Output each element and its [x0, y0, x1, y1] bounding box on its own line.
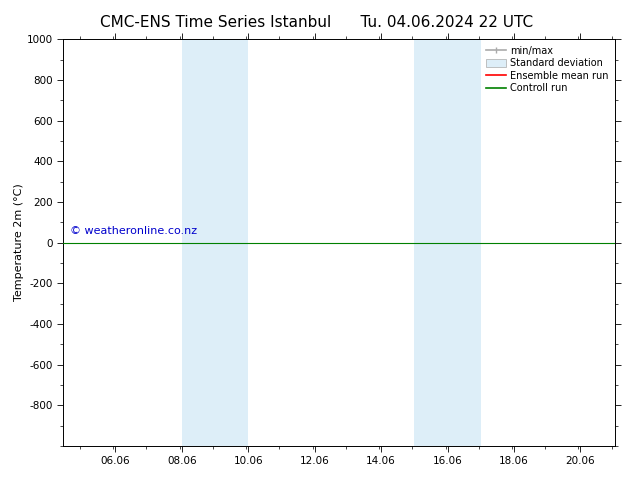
- Y-axis label: Temperature 2m (°C): Temperature 2m (°C): [14, 184, 24, 301]
- Text: CMC-ENS Time Series Istanbul      Tu. 04.06.2024 22 UTC: CMC-ENS Time Series Istanbul Tu. 04.06.2…: [100, 15, 534, 30]
- Text: © weatheronline.co.nz: © weatheronline.co.nz: [70, 226, 197, 236]
- Bar: [215, 39, 248, 446]
- Bar: [414, 39, 448, 446]
- Bar: [182, 39, 215, 446]
- Bar: [448, 39, 481, 446]
- Legend: min/max, Standard deviation, Ensemble mean run, Controll run: min/max, Standard deviation, Ensemble me…: [484, 44, 610, 95]
